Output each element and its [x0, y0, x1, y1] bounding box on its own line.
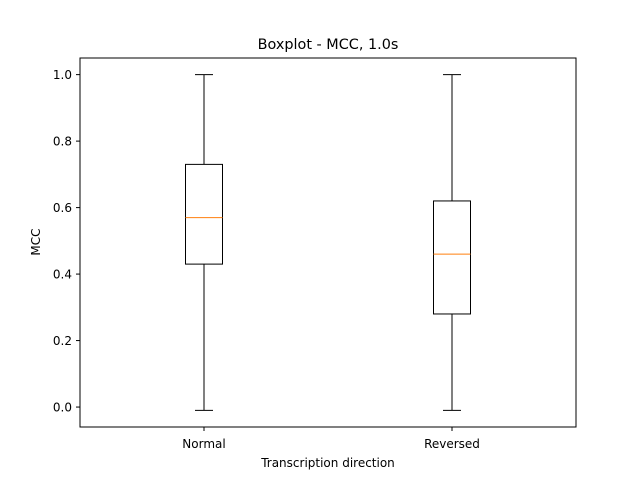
x-axis-label: Transcription direction: [260, 456, 395, 470]
y-tick-label: 1.0: [53, 68, 72, 82]
y-tick-label: 0.8: [53, 135, 72, 149]
x-tick-label: Normal: [182, 437, 225, 451]
box-iqr: [185, 163, 223, 265]
y-axis-label: MCC: [29, 228, 43, 255]
y-tick-label: 0.6: [53, 201, 72, 215]
chart-title: Boxplot - MCC, 1.0s: [258, 37, 399, 53]
plot-area: 0.0 0.2 0.4 0.6 0.8 1.0 Normal Reversed: [53, 68, 480, 451]
y-tick-label: 0.4: [53, 268, 72, 282]
axes-frame: [79, 57, 577, 428]
x-tick-label: Reversed: [424, 437, 480, 451]
y-tick-label: 0.2: [53, 334, 72, 348]
box-iqr: [433, 200, 471, 315]
y-tick-label: 0.0: [53, 401, 72, 415]
